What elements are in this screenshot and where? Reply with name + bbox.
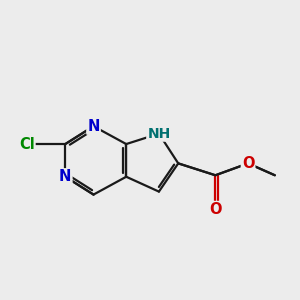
Text: Cl: Cl bbox=[19, 136, 34, 152]
Text: N: N bbox=[59, 169, 71, 184]
Text: NH: NH bbox=[147, 127, 170, 141]
Text: O: O bbox=[209, 202, 222, 217]
Text: N: N bbox=[87, 119, 100, 134]
Text: O: O bbox=[242, 156, 254, 171]
